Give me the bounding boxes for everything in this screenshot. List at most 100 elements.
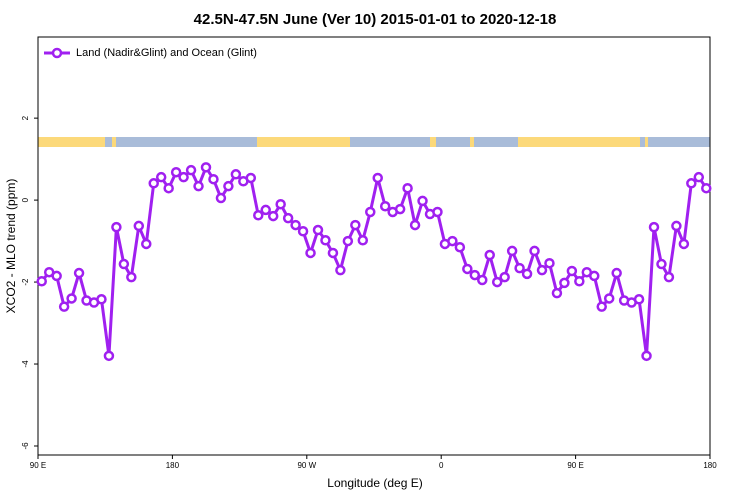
data-point	[521, 268, 533, 280]
data-point	[379, 200, 391, 212]
data-point	[432, 206, 443, 218]
data-point	[514, 262, 525, 274]
data-point	[73, 267, 85, 279]
data-point	[454, 241, 466, 253]
data-point	[357, 235, 369, 246]
data-point	[36, 275, 47, 287]
data-point	[551, 287, 563, 299]
land-ocean-strip	[38, 137, 710, 147]
data-point	[365, 206, 376, 218]
x-tick-label: 90 E	[567, 461, 583, 470]
data-point	[155, 171, 167, 183]
data-point	[499, 271, 510, 283]
data-point	[574, 275, 585, 287]
data-point	[66, 293, 77, 304]
x-tick-label: 180	[703, 461, 717, 470]
data-point	[350, 219, 361, 231]
data-point	[118, 258, 130, 270]
data-point	[170, 166, 182, 178]
data-point	[559, 277, 570, 289]
data-point	[103, 350, 115, 362]
data-point	[230, 169, 242, 180]
x-axis-label: Longitude (deg E)	[327, 476, 422, 490]
data-point	[163, 182, 174, 194]
data-point	[648, 221, 660, 233]
data-point	[51, 270, 62, 282]
data-point	[275, 198, 286, 210]
legend-label: Land (Nadir&Glint) and Ocean (Glint)	[76, 47, 257, 59]
data-point	[133, 220, 145, 232]
data-point	[656, 258, 667, 270]
data-point	[469, 269, 481, 281]
data-point	[417, 195, 428, 207]
data-point	[641, 350, 652, 362]
data-point	[215, 192, 227, 204]
y-tick-label: -4	[21, 360, 30, 368]
data-point	[126, 271, 137, 283]
x-tick-label: 90 W	[297, 461, 316, 470]
data-point	[297, 225, 309, 237]
data-point	[185, 164, 197, 176]
data-point	[447, 235, 458, 247]
data-point	[327, 247, 339, 259]
data-point	[312, 224, 324, 236]
y-tick-label: -2	[21, 278, 30, 286]
data-point	[148, 178, 159, 189]
data-point	[193, 180, 204, 192]
data-point	[633, 294, 645, 305]
data-point	[506, 245, 518, 257]
x-tick-label: 180	[166, 461, 180, 470]
data-point	[678, 238, 690, 250]
data-point	[267, 210, 279, 222]
data-point	[200, 162, 212, 173]
y-axis-label: XCO2 - MLO trend (ppm)	[4, 179, 18, 314]
data-point	[282, 212, 294, 224]
data-point	[603, 293, 615, 304]
data-point	[671, 220, 682, 232]
y-tick-label: 2	[21, 115, 30, 120]
data-point	[96, 294, 107, 305]
data-point	[589, 270, 600, 282]
data-point	[111, 221, 122, 233]
y-tick-label: -6	[21, 442, 30, 450]
data-point	[223, 180, 234, 192]
chart-title: 42.5N-47.5N June (Ver 10) 2015-01-01 to …	[194, 11, 557, 28]
data-point	[290, 219, 301, 231]
data-point	[253, 210, 264, 221]
data-point	[335, 264, 346, 276]
data-point	[484, 249, 495, 261]
data-point	[394, 203, 406, 215]
plot-frame	[37, 36, 711, 456]
data-point	[409, 219, 421, 231]
data-point	[529, 245, 540, 257]
data-point	[611, 267, 622, 279]
y-tick-label: 0	[21, 197, 30, 202]
data-point	[320, 235, 331, 246]
data-point	[402, 182, 413, 194]
data-point	[663, 271, 675, 283]
data-point	[701, 182, 712, 194]
data-point	[260, 204, 271, 216]
data-point	[58, 301, 70, 312]
legend-marker	[51, 47, 63, 59]
data-point	[693, 171, 705, 183]
data-point	[596, 301, 607, 312]
data-point	[245, 172, 257, 184]
data-point	[208, 173, 219, 185]
data-point	[566, 265, 578, 277]
data-point	[477, 274, 488, 286]
data-point	[686, 178, 697, 189]
data-point	[178, 171, 189, 183]
data-point	[342, 235, 354, 247]
series-line	[40, 165, 708, 358]
data-point	[544, 257, 555, 269]
data-point	[372, 172, 383, 184]
x-tick-label: 0	[439, 461, 444, 470]
data-point	[305, 247, 316, 259]
data-point	[141, 238, 152, 250]
data-point	[491, 276, 503, 288]
data-point	[462, 263, 473, 275]
data-point	[536, 264, 548, 276]
x-tick-label: 90 E	[30, 461, 46, 470]
